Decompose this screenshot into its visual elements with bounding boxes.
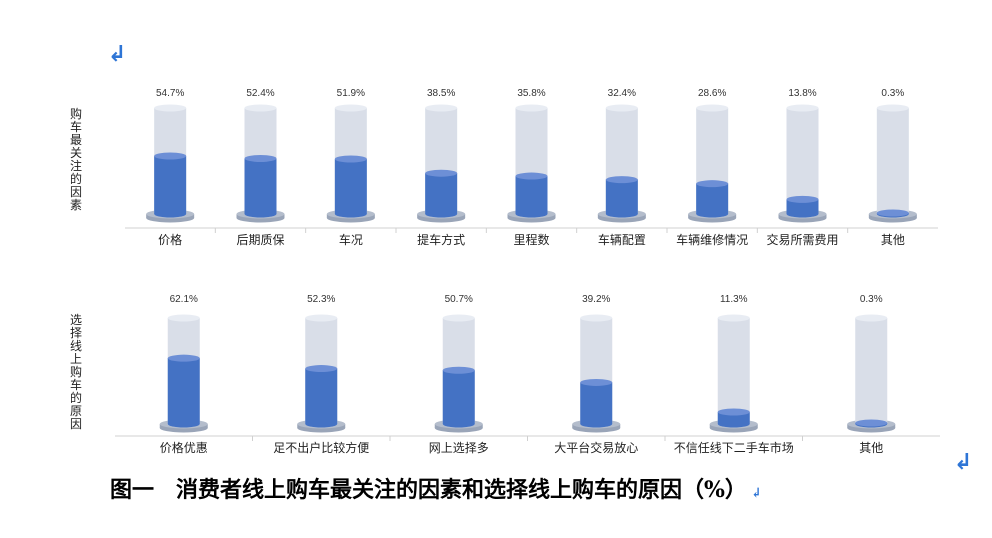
cylinder-tube-top-1-5 [855, 314, 888, 322]
bar-top-0-6 [696, 180, 729, 188]
bar-0-5 [605, 179, 638, 214]
cylinder-tube-1-5 [855, 318, 888, 424]
value-label-0-5: 32.4% [608, 88, 636, 99]
category-label-0-0: 价格 [158, 232, 182, 247]
bar-0-0 [154, 156, 187, 214]
value-label-0-8: 0.3% [881, 88, 904, 99]
category-label-0-5: 车辆配置 [598, 232, 646, 247]
category-label-0-6: 车辆维修情况 [676, 232, 748, 247]
cylinder-tube-top-1-4 [717, 314, 750, 322]
bar-0-4 [515, 176, 548, 214]
cylinder-tube-top-0-1 [244, 104, 277, 112]
bar-top-1-0 [167, 354, 200, 362]
bar-0-3 [425, 173, 458, 214]
cylinder-tube-1-4 [717, 318, 750, 424]
return-mark-caption: ↲ [750, 486, 762, 501]
value-label-1-3: 39.2% [582, 294, 610, 305]
bar-top-1-1 [305, 365, 338, 373]
cylinder-tube-top-1-3 [580, 314, 613, 322]
value-label-0-6: 28.6% [698, 88, 726, 99]
bar-bottom-0-4 [515, 210, 548, 218]
bar-1-1 [305, 368, 338, 424]
bar-bottom-0-3 [425, 210, 458, 218]
category-label-0-7: 交易所需费用 [766, 232, 838, 247]
bar-1-2 [442, 370, 475, 424]
bar-top-1-3 [580, 378, 613, 386]
bar-bottom-0-7 [786, 210, 819, 218]
value-label-0-1: 52.4% [246, 88, 274, 99]
category-label-0-3: 提车方式 [417, 232, 465, 247]
bar-top-0-0 [154, 152, 187, 160]
category-label-0-1: 后期质保 [236, 233, 284, 247]
cylinder-tube-top-0-3 [425, 104, 458, 112]
category-label-0-8: 其他 [881, 233, 905, 247]
cylinder-tube-top-1-0 [167, 314, 200, 322]
cylinder-tube-top-0-4 [515, 104, 548, 112]
bar-bottom-1-0 [167, 420, 200, 428]
ylabel-top: 购车最关注的因素 [69, 107, 82, 212]
value-label-0-2: 51.9% [337, 88, 365, 99]
cylinder-tube-top-1-2 [442, 314, 475, 322]
cylinder-tube-top-0-0 [154, 104, 187, 112]
bar-bottom-0-1 [244, 210, 277, 218]
bar-bottom-1-3 [580, 420, 613, 428]
category-label-0-4: 里程数 [513, 232, 549, 247]
value-label-1-2: 50.7% [445, 294, 473, 305]
value-label-0-0: 54.7% [156, 88, 184, 99]
bar-top-0-1 [244, 154, 277, 162]
bar-top-0-7 [786, 195, 819, 203]
bar-top-0-8 [876, 209, 909, 217]
category-label-1-3: 大平台交易放心 [554, 440, 638, 455]
cylinder-tube-top-0-8 [876, 104, 909, 112]
bar-top-1-2 [442, 366, 475, 374]
return-mark-top: ↲ [108, 42, 127, 67]
category-label-1-2: 网上选择多 [429, 441, 489, 455]
bar-0-7 [786, 199, 819, 214]
bar-1-4 [717, 412, 750, 424]
cylinder-tube-top-0-5 [605, 104, 638, 112]
bar-top-1-5 [855, 419, 888, 427]
value-label-1-1: 52.3% [307, 294, 335, 305]
category-label-1-0: 价格优惠 [160, 440, 208, 455]
bar-bottom-0-0 [154, 210, 187, 218]
bar-top-0-4 [515, 172, 548, 180]
ylabel-bottom: 选择线上购车的原因 [69, 313, 82, 431]
bar-top-0-5 [605, 176, 638, 184]
bar-bottom-1-2 [442, 420, 475, 428]
cylinder-tube-top-0-6 [696, 104, 729, 112]
category-label-1-4: 不信任线下二手车市场 [674, 440, 794, 455]
bar-top-0-2 [334, 155, 367, 163]
return-mark-right: ↲ [954, 450, 973, 475]
category-label-1-5: 其他 [859, 441, 883, 455]
value-label-0-4: 35.8% [517, 88, 545, 99]
value-label-1-4: 11.3% [720, 294, 748, 305]
bar-top-1-4 [717, 408, 750, 416]
value-label-0-3: 38.5% [427, 88, 455, 99]
cylinder-tube-0-8 [876, 108, 909, 214]
bar-1-3 [580, 382, 613, 424]
bar-bottom-1-4 [717, 420, 750, 428]
bar-0-2 [334, 158, 367, 214]
category-label-1-1: 足不出户比较方便 [273, 440, 369, 455]
bar-bottom-0-6 [696, 210, 729, 218]
cylinder-tube-top-0-2 [334, 104, 367, 112]
figure-caption: 图一 消费者线上购车最关注的因素和选择线上购车的原因（%） ↲ [110, 477, 762, 503]
value-label-1-5: 0.3% [860, 294, 883, 305]
bar-bottom-0-2 [334, 210, 367, 218]
bar-bottom-1-1 [305, 420, 338, 428]
bar-top-0-3 [425, 169, 458, 177]
bar-0-6 [696, 183, 729, 214]
category-label-0-2: 车况 [339, 232, 363, 247]
bar-1-0 [167, 358, 200, 424]
bar-0-1 [244, 158, 277, 214]
cylinder-tube-top-0-7 [786, 104, 819, 112]
cylinder-tube-top-1-1 [305, 314, 338, 322]
value-label-1-0: 62.1% [170, 294, 198, 305]
value-label-0-7: 13.8% [788, 88, 816, 99]
bar-bottom-0-5 [605, 210, 638, 218]
